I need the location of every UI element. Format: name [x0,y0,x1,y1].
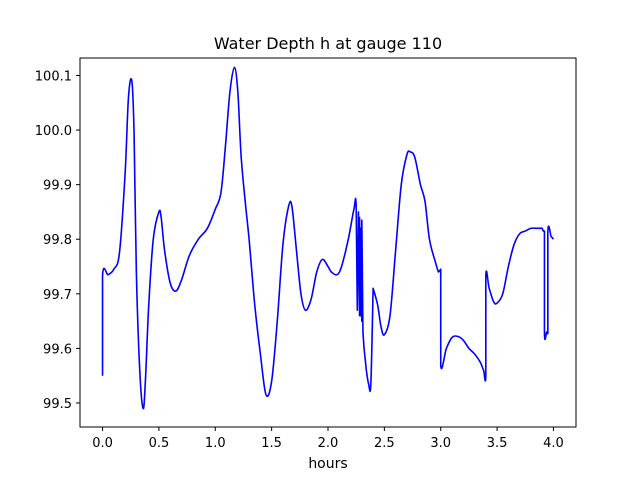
x-tick-label: 3.0 [430,436,451,451]
x-tick-label: 0.5 [149,436,170,451]
x-tick-label: 4.0 [543,436,564,451]
x-tick-label: 1.0 [205,436,226,451]
y-tick-label: 100.0 [35,124,72,139]
y-tick-label: 99.8 [43,233,72,248]
y-tick-label: 100.1 [35,69,72,84]
y-tick-label: 99.5 [43,397,72,412]
plot-area-frame [79,57,577,428]
series-layer [101,66,555,410]
x-tick-label: 2.5 [374,436,395,451]
y-tick-label: 99.9 [43,179,72,194]
y-tick-label: 99.6 [43,342,72,357]
y-axis-ticks: 99.5 99.6 99.7 99.8 99.9 100.0 100.1 [35,69,80,412]
x-axis-label: hours [308,456,347,472]
x-tick-label: 0.0 [92,436,113,451]
x-tick-label: 2.0 [318,436,339,451]
x-axis-ticks: 0.0 0.5 1.0 1.5 2.0 2.5 3.0 3.5 4.0 [92,427,564,451]
series-line-0 [101,66,555,410]
chart-title: Water Depth h at gauge 110 [214,34,442,53]
x-tick-label: 3.5 [487,436,508,451]
x-tick-label: 1.5 [261,436,282,451]
y-tick-label: 99.7 [43,288,72,303]
